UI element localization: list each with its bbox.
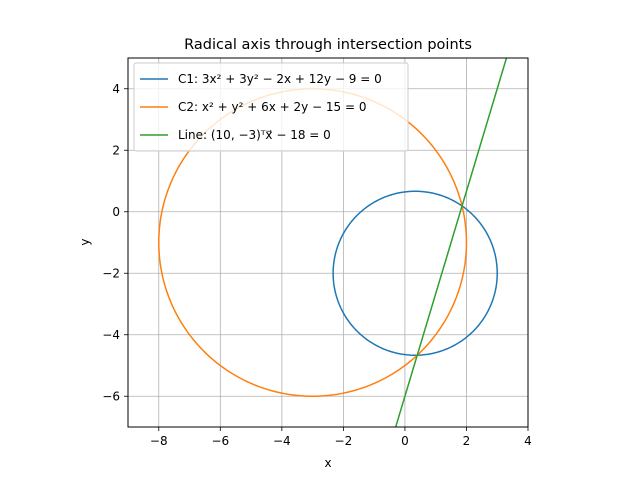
x-tick-label: 2 xyxy=(463,434,471,448)
tick-layer: −8 −6 −4 −2 0 2 4 −6 −4 −2 0 2 4 xyxy=(102,82,532,448)
x-tick-label: −4 xyxy=(273,434,291,448)
y-axis-label: y xyxy=(78,238,92,245)
y-tick-label: 2 xyxy=(112,143,120,157)
legend: C1: 3x² + 3y² − 2x + 12y − 9 = 0 C2: x² … xyxy=(133,62,409,152)
series-c1-circle xyxy=(332,190,498,357)
y-tick-label: −2 xyxy=(102,266,120,280)
x-tick-label: 0 xyxy=(401,434,409,448)
chart-title: Radical axis through intersection points xyxy=(184,37,472,53)
legend-label-c1: C1: 3x² + 3y² − 2x + 12y − 9 = 0 xyxy=(178,72,382,86)
legend-label-line: Line: (10, −3)ᵀx⃗ − 18 = 0 xyxy=(178,128,331,142)
legend-box xyxy=(133,62,409,152)
x-tick-label: 4 xyxy=(524,434,532,448)
x-tick-label: −6 xyxy=(211,434,229,448)
x-tick-label: −2 xyxy=(335,434,353,448)
series-radical-axis-line xyxy=(394,58,508,427)
plot-frame xyxy=(127,57,529,428)
y-tick-label: 0 xyxy=(112,205,120,219)
x-tick-label: −8 xyxy=(150,434,168,448)
legend-label-c2: C2: x² + y² + 6x + 2y − 15 = 0 xyxy=(178,100,367,114)
y-tick-label: −6 xyxy=(102,389,120,403)
y-tick-label: −4 xyxy=(102,328,120,342)
x-axis-label: x xyxy=(324,456,331,470)
y-tick-label: 4 xyxy=(112,82,120,96)
